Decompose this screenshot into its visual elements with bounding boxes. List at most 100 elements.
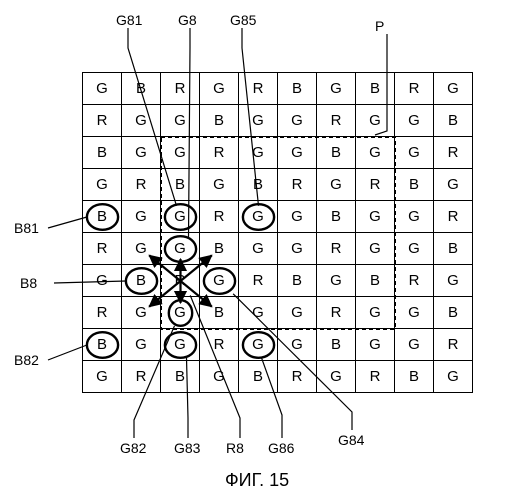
cell: G bbox=[239, 329, 278, 361]
cell: G bbox=[356, 233, 395, 265]
cell: R bbox=[434, 201, 473, 233]
cell: G bbox=[395, 137, 434, 169]
figure-caption: ФИГ. 15 bbox=[225, 470, 289, 491]
cell: B bbox=[200, 233, 239, 265]
cell: G bbox=[356, 297, 395, 329]
cell: B bbox=[317, 201, 356, 233]
cell: G bbox=[161, 201, 200, 233]
cell: G bbox=[122, 233, 161, 265]
label-G82: G82 bbox=[120, 440, 146, 456]
cell: G bbox=[200, 265, 239, 297]
cell: B bbox=[434, 105, 473, 137]
cell: B bbox=[200, 297, 239, 329]
cell: G bbox=[161, 137, 200, 169]
cell: G bbox=[395, 297, 434, 329]
cell: R bbox=[122, 361, 161, 393]
cell: R bbox=[83, 233, 122, 265]
label-B8: B8 bbox=[20, 275, 37, 291]
cell: G bbox=[356, 137, 395, 169]
cell: G bbox=[317, 73, 356, 105]
cell: G bbox=[200, 73, 239, 105]
cell: G bbox=[161, 105, 200, 137]
cell: R bbox=[434, 137, 473, 169]
cell: G bbox=[356, 329, 395, 361]
cell: G bbox=[395, 105, 434, 137]
cell: R bbox=[200, 329, 239, 361]
cell: G bbox=[239, 233, 278, 265]
cell: B bbox=[395, 169, 434, 201]
cell: G bbox=[83, 265, 122, 297]
label-G81: G81 bbox=[116, 12, 142, 28]
cell: B bbox=[395, 361, 434, 393]
cell: B bbox=[122, 265, 161, 297]
cell: R bbox=[395, 73, 434, 105]
label-G8: G8 bbox=[178, 12, 197, 28]
cell: G bbox=[122, 329, 161, 361]
cell: R bbox=[278, 361, 317, 393]
cell: R bbox=[317, 233, 356, 265]
cell: B bbox=[161, 361, 200, 393]
cell: R bbox=[83, 297, 122, 329]
cell: R bbox=[161, 73, 200, 105]
label-G86: G86 bbox=[268, 440, 294, 456]
cell: G bbox=[239, 297, 278, 329]
cell: B bbox=[83, 137, 122, 169]
figure-container: GBRGRBGBRGRGGBGGRGGBBGGRGGBGGRGRBGBRGRBG… bbox=[0, 0, 522, 500]
label-G83: G83 bbox=[174, 440, 200, 456]
cell: B bbox=[278, 265, 317, 297]
cell: G bbox=[278, 137, 317, 169]
cell: G bbox=[239, 105, 278, 137]
cell: R bbox=[434, 329, 473, 361]
label-G85: G85 bbox=[230, 12, 256, 28]
cell: B bbox=[278, 73, 317, 105]
cell: R bbox=[317, 297, 356, 329]
cell: G bbox=[395, 233, 434, 265]
cell: G bbox=[434, 73, 473, 105]
cell: B bbox=[122, 73, 161, 105]
cell: G bbox=[317, 361, 356, 393]
label-B81: B81 bbox=[14, 220, 39, 236]
cell: G bbox=[278, 201, 317, 233]
cell: B bbox=[200, 105, 239, 137]
cell: B bbox=[317, 137, 356, 169]
cell: G bbox=[434, 169, 473, 201]
cell: B bbox=[239, 169, 278, 201]
cell: G bbox=[122, 105, 161, 137]
cell: G bbox=[161, 233, 200, 265]
cell: R bbox=[122, 169, 161, 201]
label-G84: G84 bbox=[338, 432, 364, 448]
cell: G bbox=[161, 297, 200, 329]
cell: R bbox=[239, 73, 278, 105]
cell: B bbox=[356, 73, 395, 105]
cell: B bbox=[161, 169, 200, 201]
cell: G bbox=[161, 329, 200, 361]
cell: R bbox=[200, 137, 239, 169]
cell: R bbox=[83, 105, 122, 137]
cell: G bbox=[122, 297, 161, 329]
cell: G bbox=[317, 169, 356, 201]
cell: G bbox=[317, 265, 356, 297]
cell: B bbox=[434, 297, 473, 329]
cell: G bbox=[278, 105, 317, 137]
cell: G bbox=[83, 361, 122, 393]
cell: G bbox=[278, 233, 317, 265]
label-B82: B82 bbox=[14, 352, 39, 368]
cell: G bbox=[122, 201, 161, 233]
cell: G bbox=[278, 297, 317, 329]
cell: G bbox=[395, 329, 434, 361]
label-R8: R8 bbox=[226, 440, 244, 456]
cell: B bbox=[434, 233, 473, 265]
cell: G bbox=[395, 201, 434, 233]
cell: R bbox=[356, 361, 395, 393]
cell: R bbox=[278, 169, 317, 201]
cell: G bbox=[83, 73, 122, 105]
cell: B bbox=[239, 361, 278, 393]
cell: G bbox=[122, 137, 161, 169]
pixel-grid: GBRGRBGBRGRGGBGGRGGBBGGRGGBGGRGRBGBRGRBG… bbox=[82, 72, 473, 393]
cell: G bbox=[356, 201, 395, 233]
cell: R bbox=[356, 169, 395, 201]
cell: B bbox=[83, 201, 122, 233]
cell: R bbox=[317, 105, 356, 137]
cell: G bbox=[356, 105, 395, 137]
cell: G bbox=[200, 361, 239, 393]
